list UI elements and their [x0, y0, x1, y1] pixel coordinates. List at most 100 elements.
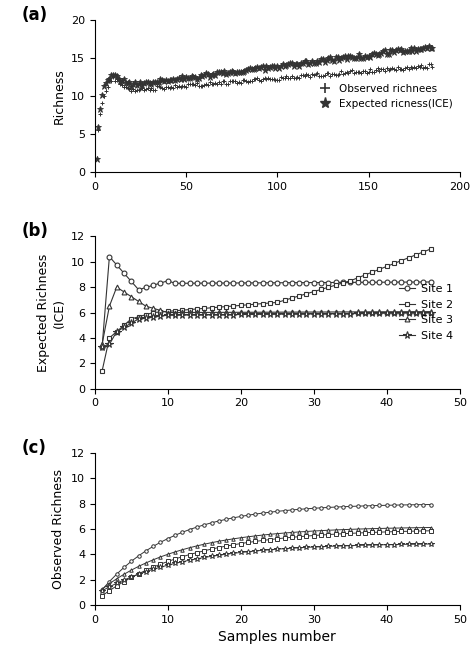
- Site 2: [318, 285, 324, 293]
- Expected ricness(ICE): [371, 49, 377, 57]
- Site 2: [165, 307, 171, 315]
- Site 1: [391, 278, 397, 286]
- Site 3: [304, 308, 310, 316]
- Site 1: [377, 278, 383, 286]
- Site 2: [136, 313, 141, 321]
- Site 4: [362, 309, 368, 317]
- Site 2: [420, 248, 426, 256]
- Site 4: [99, 343, 105, 351]
- Site 1: [253, 279, 258, 287]
- Site 1: [201, 279, 207, 287]
- Legend: Observed richnees, Expected ricness(ICE): Observed richnees, Expected ricness(ICE): [313, 81, 455, 111]
- Site 2: [274, 299, 280, 307]
- Site 4: [209, 311, 214, 319]
- Observed richnees: [167, 84, 173, 92]
- Expected ricness(ICE): [94, 155, 100, 163]
- Site 4: [158, 312, 164, 320]
- Site 1: [180, 279, 185, 287]
- Site 3: [150, 305, 156, 313]
- Site 4: [121, 323, 127, 331]
- Site 4: [238, 311, 244, 319]
- Expected ricness(ICE): [146, 78, 152, 86]
- Site 1: [326, 279, 331, 287]
- Site 2: [391, 259, 397, 267]
- Site 2: [377, 265, 383, 273]
- Site 2: [369, 268, 375, 276]
- Site 1: [311, 279, 317, 287]
- Site 4: [340, 310, 346, 318]
- Expected ricness(ICE): [429, 44, 435, 52]
- Site 1: [362, 279, 368, 287]
- Site 2: [158, 308, 164, 316]
- Site 1: [274, 279, 280, 287]
- Site 3: [158, 307, 164, 315]
- Site 3: [223, 309, 229, 317]
- Site 1: [143, 283, 149, 291]
- Site 3: [326, 308, 331, 316]
- Site 3: [165, 309, 171, 317]
- Site 3: [355, 308, 360, 316]
- Site 3: [369, 308, 375, 316]
- Site 3: [420, 308, 426, 316]
- Site 4: [165, 311, 171, 319]
- Site 1: [384, 278, 390, 286]
- Site 1: [223, 279, 229, 287]
- Site 2: [289, 294, 295, 302]
- Site 4: [406, 309, 411, 317]
- Site 3: [296, 308, 302, 316]
- Site 3: [187, 309, 192, 317]
- Site 2: [107, 334, 112, 342]
- Y-axis label: Expected Richness
(ICE): Expected Richness (ICE): [37, 253, 65, 372]
- Site 3: [231, 309, 237, 317]
- Site 1: [420, 278, 426, 286]
- Site 1: [428, 278, 433, 286]
- Site 2: [296, 292, 302, 300]
- Site 1: [158, 279, 164, 287]
- X-axis label: Samples number: Samples number: [219, 630, 336, 644]
- Site 4: [282, 310, 287, 318]
- Site 4: [399, 309, 404, 317]
- Site 4: [333, 310, 338, 318]
- Site 4: [428, 309, 433, 317]
- Site 4: [107, 340, 112, 348]
- Observed richnees: [165, 83, 171, 91]
- Site 2: [282, 296, 287, 304]
- Site 3: [282, 308, 287, 316]
- Site 1: [114, 261, 119, 269]
- Site 2: [194, 305, 200, 313]
- Site 3: [311, 308, 317, 316]
- Site 1: [355, 279, 360, 287]
- Site 4: [326, 310, 331, 318]
- Site 1: [267, 279, 273, 287]
- Site 1: [318, 279, 324, 287]
- Site 2: [245, 301, 251, 309]
- Site 1: [333, 279, 338, 287]
- Observed richnees: [429, 63, 435, 70]
- Site 3: [201, 309, 207, 317]
- Observed richnees: [234, 79, 240, 87]
- Site 4: [413, 309, 419, 317]
- Site 4: [267, 310, 273, 318]
- Line: Site 4: Site 4: [98, 309, 434, 350]
- Expected ricness(ICE): [165, 77, 171, 85]
- Site 3: [377, 308, 383, 316]
- Site 3: [143, 302, 149, 310]
- Site 2: [260, 300, 265, 308]
- Site 4: [260, 311, 265, 319]
- Site 3: [114, 283, 119, 291]
- Site 2: [209, 304, 214, 312]
- Site 4: [304, 310, 310, 318]
- Site 3: [267, 308, 273, 316]
- Line: Expected ricness(ICE): Expected ricness(ICE): [93, 43, 436, 162]
- Site 3: [107, 302, 112, 310]
- Site 1: [289, 279, 295, 287]
- Legend: Site 1, Site 2, Site 3, Site 4: Site 1, Site 2, Site 3, Site 4: [394, 280, 457, 345]
- Expected ricness(ICE): [426, 42, 432, 50]
- Observed richnees: [322, 70, 328, 78]
- Site 1: [406, 278, 411, 286]
- Site 2: [114, 328, 119, 336]
- Site 2: [238, 301, 244, 309]
- Site 2: [253, 300, 258, 308]
- Site 2: [172, 307, 178, 315]
- Y-axis label: Richness: Richness: [53, 68, 65, 124]
